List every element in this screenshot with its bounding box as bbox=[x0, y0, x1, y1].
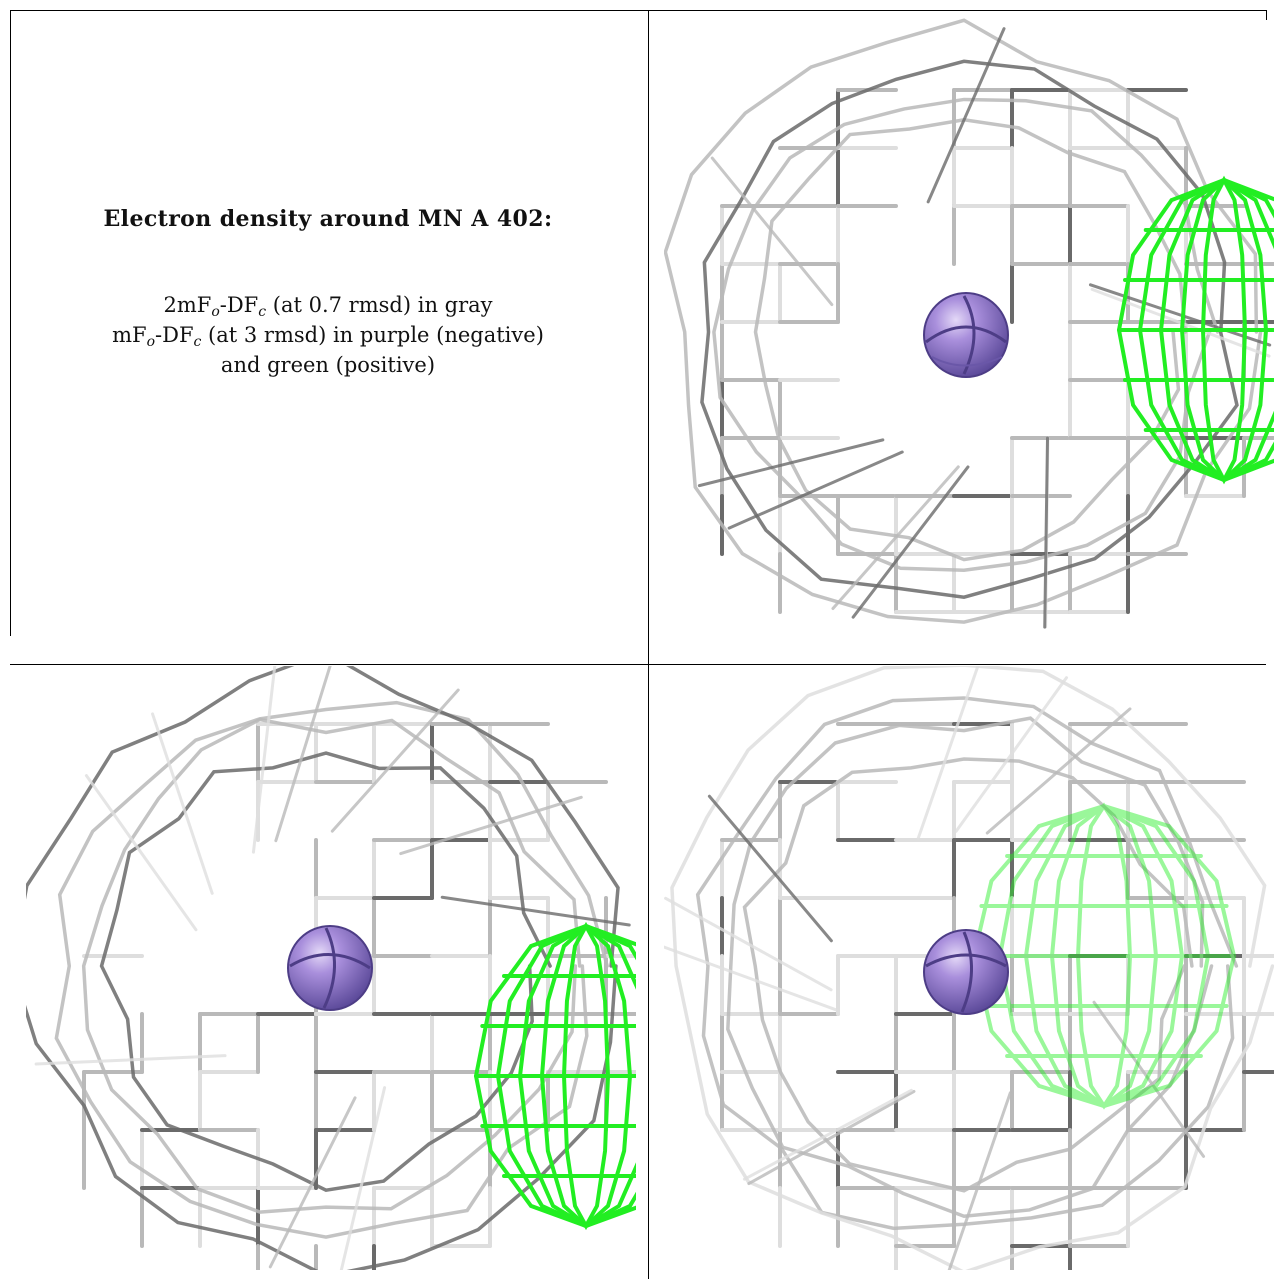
manganese-atom-sphere bbox=[923, 929, 1009, 1015]
density-view-bottom-left bbox=[26, 666, 636, 1270]
row-separator-right bbox=[648, 664, 1266, 665]
legend-line-green: and green (positive) bbox=[220, 353, 436, 377]
table-left-border bbox=[10, 10, 11, 636]
gray-density-mesh bbox=[664, 666, 1274, 1270]
manganese-atom-sphere bbox=[287, 925, 373, 1011]
green-difference-mesh bbox=[1116, 175, 1274, 485]
caption-text: 2mFo-DFc (at 0.7 rmsd) in gray mFo-DFc (… bbox=[112, 290, 544, 380]
manganese-atom-sphere bbox=[923, 292, 1009, 378]
row-separator-left bbox=[10, 664, 648, 665]
density-view-bottom-right bbox=[664, 666, 1274, 1270]
density-view-top-right bbox=[664, 18, 1274, 629]
legend-line-mfo-dfc: mFo-DFc (at 3 rmsd) in purple (negative) bbox=[112, 323, 544, 350]
gray-density-mesh bbox=[26, 666, 636, 1270]
caption-title: Electron density around MN A 402: bbox=[103, 206, 553, 232]
gray-density-mesh bbox=[664, 18, 1274, 629]
column-separator bbox=[648, 10, 649, 1279]
caption-cell: Electron density around MN A 402: 2mFo-D… bbox=[10, 10, 646, 636]
legend-line-2mfo-dfc: 2mFo-DFc (at 0.7 rmsd) in gray bbox=[163, 293, 493, 320]
table-right-tick bbox=[1266, 10, 1267, 20]
green-difference-mesh bbox=[473, 921, 636, 1231]
table-top-border bbox=[10, 10, 1266, 11]
